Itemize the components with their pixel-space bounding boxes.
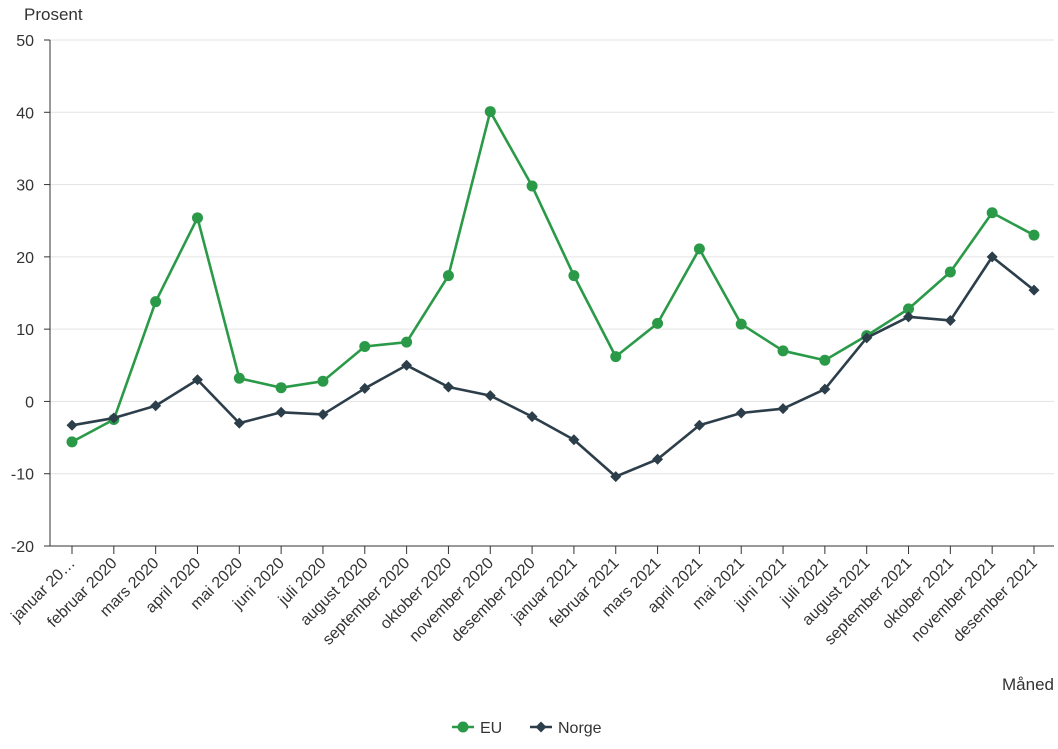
y-tick-label: 20 xyxy=(16,250,34,267)
y-tick-label: 50 xyxy=(16,33,34,50)
data-point xyxy=(191,212,203,224)
data-point xyxy=(735,318,747,330)
axes xyxy=(44,39,1054,554)
gridlines xyxy=(50,39,1054,547)
data-point xyxy=(484,390,496,402)
data-point xyxy=(317,408,329,420)
legend-marker xyxy=(457,721,469,733)
y-tick-label: -20 xyxy=(11,539,34,556)
data-point xyxy=(986,207,998,219)
data-point xyxy=(693,419,705,431)
series-layer xyxy=(66,106,1040,483)
series-line-eu xyxy=(71,110,1035,444)
data-point xyxy=(777,403,789,415)
data-point xyxy=(66,419,78,431)
data-point xyxy=(735,407,747,419)
data-point xyxy=(944,314,956,326)
data-point xyxy=(610,351,622,363)
data-point xyxy=(777,345,789,357)
data-point xyxy=(1028,229,1040,241)
y-tick-label: -10 xyxy=(11,467,34,484)
y-tick-label: 40 xyxy=(16,105,34,122)
legend-label: EU xyxy=(480,720,502,737)
data-point xyxy=(275,406,287,418)
data-point xyxy=(233,372,245,384)
data-point xyxy=(944,266,956,278)
data-point xyxy=(401,336,413,348)
data-point xyxy=(652,453,664,465)
data-point xyxy=(401,359,413,371)
data-point xyxy=(442,381,454,393)
data-point xyxy=(526,180,538,192)
data-point xyxy=(484,106,496,118)
data-point xyxy=(861,332,873,344)
data-point xyxy=(652,317,664,329)
data-point xyxy=(150,400,162,412)
data-point xyxy=(317,375,329,387)
data-point xyxy=(903,311,915,323)
data-point xyxy=(442,270,454,282)
data-point xyxy=(610,471,622,483)
y-tick-label: 10 xyxy=(16,322,34,339)
data-point xyxy=(66,436,78,448)
y-tick-labels: 50 40 30 20 10 0 -10 -20 xyxy=(11,33,34,556)
data-point xyxy=(819,383,831,395)
data-point xyxy=(150,296,162,308)
data-point xyxy=(233,417,245,429)
data-point xyxy=(1028,284,1040,296)
data-point xyxy=(359,340,371,352)
data-point xyxy=(568,434,580,446)
data-point xyxy=(693,243,705,255)
series-line-norge xyxy=(71,255,1035,478)
y-axis-title: Prosent xyxy=(24,5,83,24)
y-tick-label: 0 xyxy=(25,394,34,411)
data-point xyxy=(359,382,371,394)
data-point xyxy=(275,382,287,394)
legend-marker xyxy=(535,721,547,733)
data-point xyxy=(526,411,538,423)
data-point xyxy=(191,374,203,386)
y-tick-label: 30 xyxy=(16,178,34,195)
data-point xyxy=(568,270,580,282)
data-point xyxy=(903,303,915,315)
data-point xyxy=(108,412,120,424)
data-point xyxy=(986,251,998,263)
legend: EU Norge xyxy=(452,720,602,737)
legend-label: Norge xyxy=(558,720,602,737)
x-axis-title: Måned xyxy=(1002,675,1054,694)
data-point xyxy=(819,354,831,366)
